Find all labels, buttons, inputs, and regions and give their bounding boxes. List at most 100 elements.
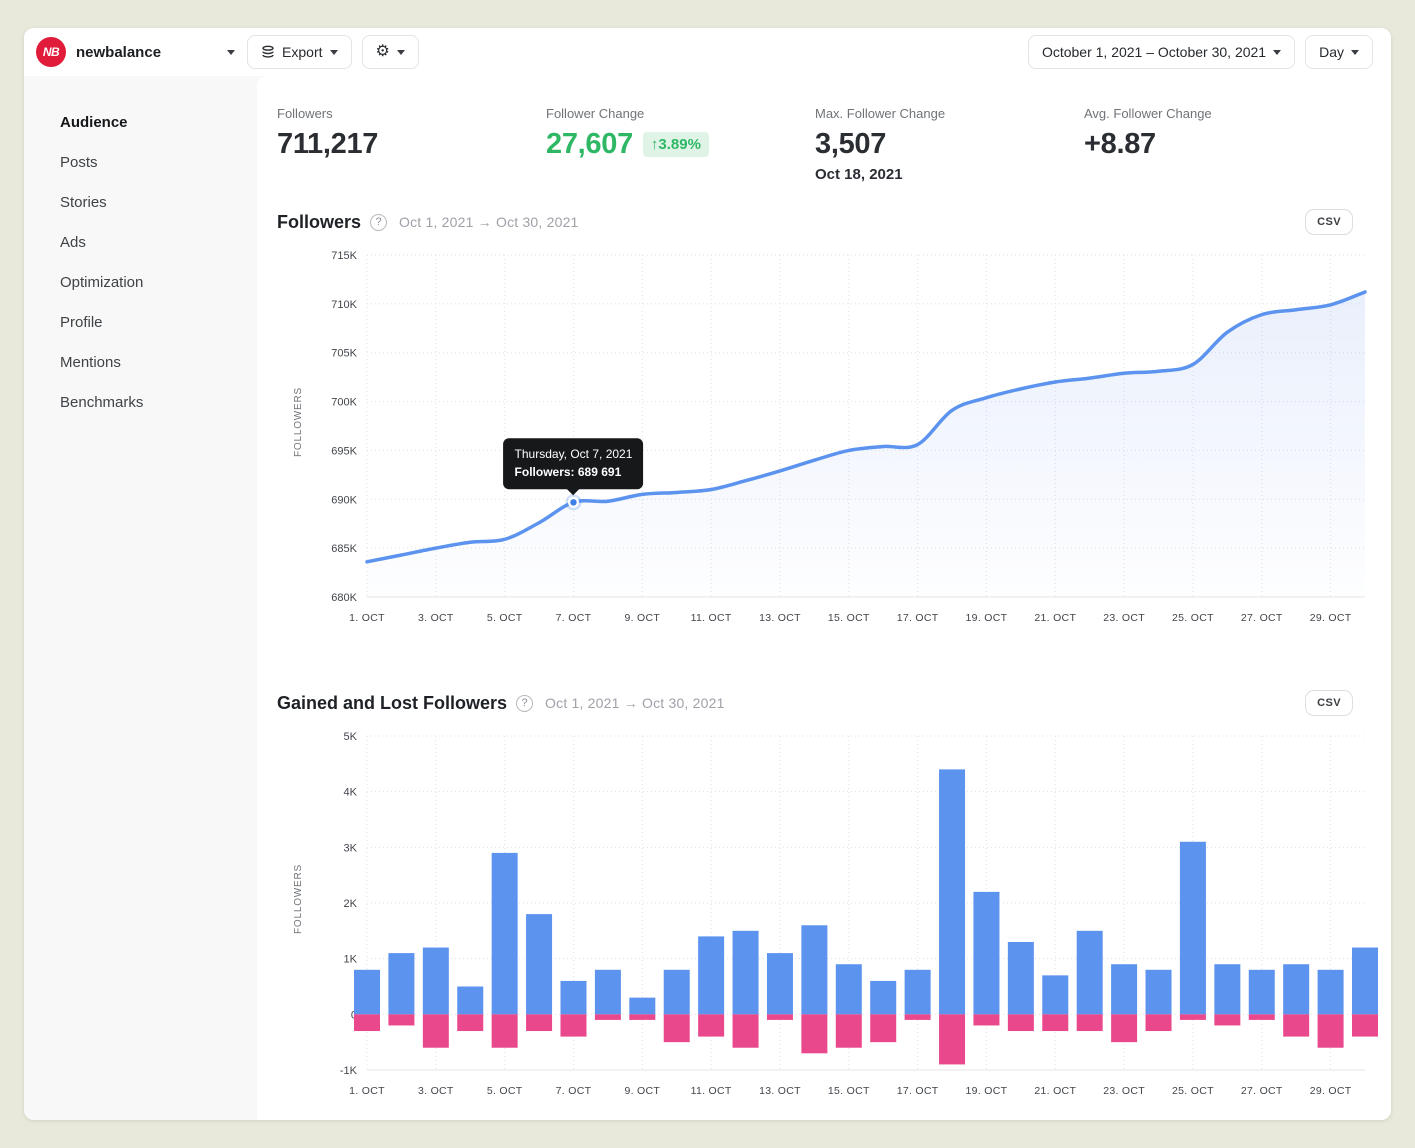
tooltip-date: Thursday, Oct 7, 2021: [514, 447, 633, 462]
svg-text:1. OCT: 1. OCT: [349, 612, 385, 624]
svg-text:23. OCT: 23. OCT: [1103, 1085, 1145, 1097]
logo-text: NB: [42, 45, 60, 59]
settings-button[interactable]: ⚙: [361, 35, 419, 69]
sidebar-item-audience[interactable]: Audience: [60, 113, 128, 131]
svg-text:-1K: -1K: [340, 1065, 358, 1077]
section-date-range: Oct 1, 2021 → Oct 30, 2021: [399, 214, 579, 230]
stat-avg-follower-change: Avg. Follower Change +8.87: [1084, 106, 1353, 183]
csv-export-button[interactable]: CSV: [1305, 209, 1353, 235]
stats-row: Followers 711,217 Follower Change 27,607…: [277, 106, 1353, 183]
bar-chart-svg[interactable]: -1K 0 1K 2K 3K 4K 5K 1. OCT 3. OCT 5. OCT 7. OCT 9.…: [297, 726, 1382, 1106]
svg-text:27. OCT: 27. OCT: [1241, 612, 1283, 624]
gear-icon: ⚙: [375, 43, 390, 60]
svg-text:19. OCT: 19. OCT: [966, 612, 1008, 624]
svg-text:3. OCT: 3. OCT: [418, 1085, 454, 1097]
svg-text:29. OCT: 29. OCT: [1310, 612, 1352, 624]
svg-text:27. OCT: 27. OCT: [1241, 1085, 1283, 1097]
svg-text:25. OCT: 25. OCT: [1172, 612, 1214, 624]
sidebar-item-optimization[interactable]: Optimization: [60, 273, 144, 291]
tooltip-value: Followers: 689 691: [514, 464, 622, 479]
layers-icon: [262, 45, 274, 58]
svg-text:5K: 5K: [344, 731, 358, 743]
svg-text:3. OCT: 3. OCT: [418, 612, 454, 624]
svg-text:15. OCT: 15. OCT: [828, 1085, 870, 1097]
svg-text:11. OCT: 11. OCT: [691, 1085, 732, 1097]
svg-text:17. OCT: 17. OCT: [897, 1085, 939, 1097]
svg-text:13. OCT: 13. OCT: [759, 612, 801, 624]
help-icon[interactable]: ?: [370, 213, 388, 231]
sidebar-item-mentions[interactable]: Mentions: [60, 353, 121, 371]
settings-chevron-down-icon: [396, 49, 405, 55]
y-axis-label: FOLLOWERS: [293, 864, 304, 935]
help-icon[interactable]: ?: [516, 694, 534, 712]
granularity-chevron-down-icon: [1351, 49, 1359, 55]
sidebar-item-benchmarks[interactable]: Benchmarks: [60, 393, 144, 411]
date-range-button[interactable]: October 1, 2021 – October 30, 2021: [1027, 35, 1296, 69]
gained-lost-section-header: Gained and Lost Followers ? Oct 1, 2021 …: [277, 690, 1353, 716]
svg-text:1K: 1K: [344, 954, 358, 966]
svg-text:690K: 690K: [331, 494, 357, 506]
stat-value: +8.87: [1084, 128, 1156, 160]
stat-max-follower-change: Max. Follower Change 3,507 Oct 18, 2021: [815, 106, 1084, 183]
svg-text:2K: 2K: [344, 898, 358, 910]
followers-line-chart[interactable]: FOLLOWERS 680K 685K 690K 695K 700K 705K 710K 71…: [277, 245, 1367, 638]
stat-value: 3,507: [815, 128, 887, 160]
date-range-label: October 1, 2021 – October 30, 2021: [1041, 44, 1267, 60]
date-range-chevron-down-icon: [1273, 49, 1282, 55]
stat-label: Max. Follower Change: [815, 106, 946, 121]
content-area: Audience Posts Stories Ads Optimization …: [24, 76, 1391, 1120]
export-button[interactable]: Export: [247, 35, 352, 69]
newbalance-logo: NB: [36, 37, 66, 67]
stat-followers: Followers 711,217: [277, 106, 546, 183]
svg-text:11. OCT: 11. OCT: [691, 612, 732, 624]
stat-follower-change: Follower Change 27,607 ↑3.89%: [546, 106, 815, 183]
svg-text:9. OCT: 9. OCT: [624, 1085, 660, 1097]
sidebar-item-profile[interactable]: Profile: [60, 313, 103, 331]
svg-text:0: 0: [351, 1009, 357, 1021]
y-axis-label: FOLLOWERS: [293, 386, 304, 457]
granularity-button[interactable]: Day: [1305, 35, 1373, 69]
csv-export-button[interactable]: CSV: [1305, 690, 1353, 716]
account-chevron-down-icon[interactable]: [227, 49, 236, 55]
section-title: Followers: [277, 211, 362, 232]
app-window: NB newbalance Export ⚙ October 1, 2021 –…: [24, 28, 1391, 1120]
svg-text:685K: 685K: [331, 543, 357, 555]
stat-date: Oct 18, 2021: [815, 166, 903, 183]
stat-label: Avg. Follower Change: [1084, 106, 1212, 121]
export-label: Export: [282, 44, 323, 60]
svg-text:3K: 3K: [344, 842, 358, 854]
followers-section-header: Followers ? Oct 1, 2021 → Oct 30, 2021 C…: [277, 209, 1353, 235]
export-chevron-down-icon: [329, 49, 338, 55]
account-name: newbalance: [76, 43, 162, 61]
section-date-range: Oct 1, 2021 → Oct 30, 2021: [545, 695, 725, 711]
svg-text:710K: 710K: [331, 299, 357, 311]
svg-text:705K: 705K: [331, 348, 357, 360]
granularity-label: Day: [1319, 44, 1344, 60]
sidebar-item-posts[interactable]: Posts: [60, 153, 98, 171]
svg-text:7. OCT: 7. OCT: [556, 1085, 592, 1097]
section-title: Gained and Lost Followers: [277, 692, 508, 713]
sidebar-item-ads[interactable]: Ads: [60, 233, 86, 251]
change-badge: ↑3.89%: [642, 132, 709, 157]
svg-text:21. OCT: 21. OCT: [1034, 1085, 1076, 1097]
svg-text:13. OCT: 13. OCT: [759, 1085, 801, 1097]
chart-tooltip: Thursday, Oct 7, 2021 Followers: 689 691: [503, 438, 644, 490]
stat-label: Followers: [277, 106, 333, 121]
svg-text:7. OCT: 7. OCT: [556, 612, 592, 624]
svg-text:21. OCT: 21. OCT: [1034, 612, 1076, 624]
gained-lost-bar-chart[interactable]: FOLLOWERS -1K 0 1K 2K 3K 4K 5K 1. OCT 3. OCT 5. O…: [277, 726, 1378, 1111]
svg-text:9. OCT: 9. OCT: [624, 612, 660, 624]
svg-text:25. OCT: 25. OCT: [1172, 1085, 1214, 1097]
sidebar-item-stories[interactable]: Stories: [60, 193, 107, 211]
svg-text:680K: 680K: [331, 592, 357, 604]
stat-value: 27,607: [546, 128, 633, 160]
main-panel: Followers 711,217 Follower Change 27,607…: [257, 76, 1391, 1120]
line-chart-svg[interactable]: 680K 685K 690K 695K 700K 705K 710K 715K 1. OCT 3.…: [297, 245, 1382, 633]
svg-text:715K: 715K: [331, 250, 357, 262]
sidebar: Audience Posts Stories Ads Optimization …: [24, 76, 257, 1120]
svg-text:23. OCT: 23. OCT: [1103, 612, 1145, 624]
svg-text:4K: 4K: [344, 787, 358, 799]
svg-text:1. OCT: 1. OCT: [349, 1085, 385, 1097]
svg-text:15. OCT: 15. OCT: [828, 612, 870, 624]
stat-label: Follower Change: [546, 106, 645, 121]
